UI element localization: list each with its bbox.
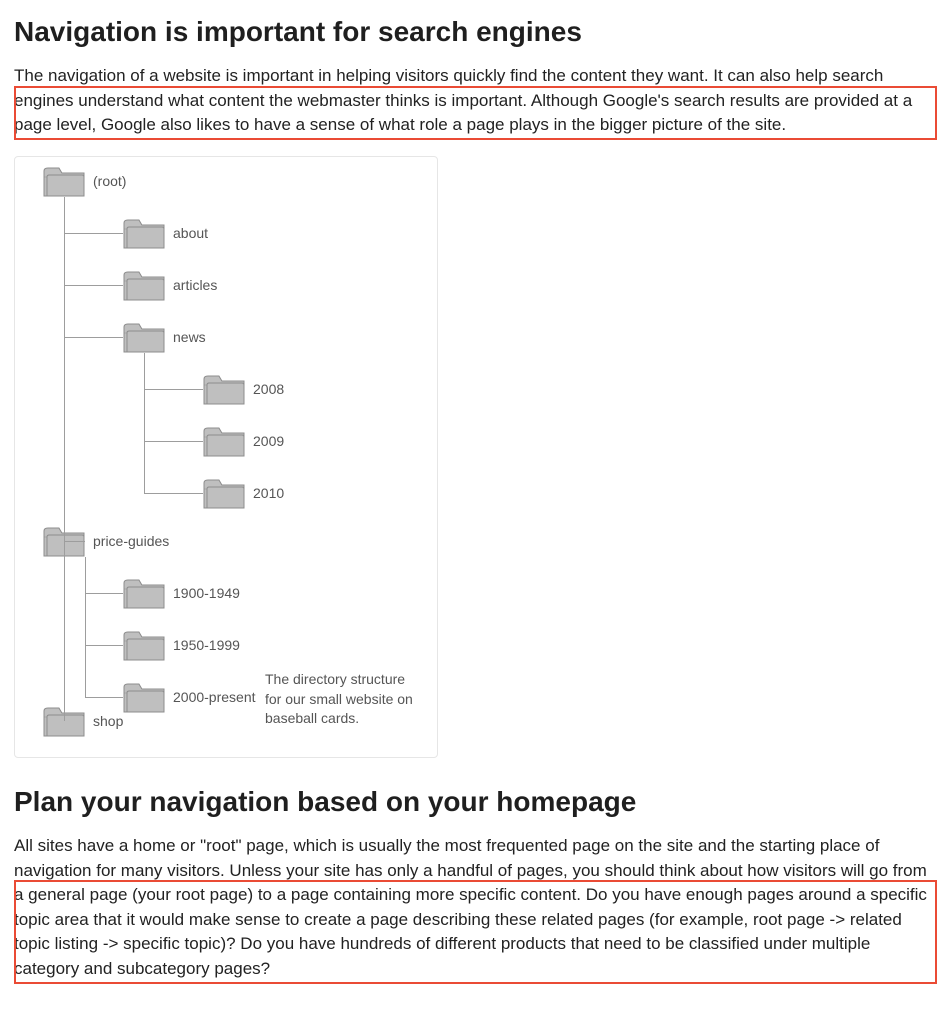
section2-highlight-box: All sites have a home or "root" page, wh… (14, 834, 937, 982)
tree-connector (85, 593, 123, 594)
tree-connector (64, 285, 123, 286)
tree-node-y2009: 2009 (203, 425, 284, 457)
section1-paragraph: The navigation of a website is important… (14, 64, 937, 138)
diagram-caption: The directory structure for our small we… (265, 670, 420, 729)
tree-node-label: 2000-present (173, 689, 256, 705)
tree-node-label: price-guides (93, 533, 169, 549)
tree-connector (144, 441, 203, 442)
tree-connector (144, 353, 145, 493)
tree-node-shop: shop (43, 705, 123, 737)
tree-node-label: shop (93, 713, 123, 729)
tree-connector (64, 541, 85, 542)
tree-node-root: (root) (43, 165, 126, 197)
tree-connector (144, 493, 203, 494)
tree-node-label: about (173, 225, 208, 241)
tree-node-label: 2010 (253, 485, 284, 501)
tree-connector (64, 233, 123, 234)
tree-connector (144, 389, 203, 390)
tree-node-label: 1950-1999 (173, 637, 240, 653)
tree-node-label: articles (173, 277, 217, 293)
tree-node-label: news (173, 329, 206, 345)
tree-node-art: articles (123, 269, 217, 301)
section2-heading: Plan your navigation based on your homep… (14, 786, 937, 818)
tree-connector (85, 645, 123, 646)
tree-node-about: about (123, 217, 208, 249)
tree-connector (85, 557, 86, 697)
tree-node-label: 2009 (253, 433, 284, 449)
tree-connector (64, 197, 65, 721)
tree-node-news: news (123, 321, 206, 353)
tree-node-y2008: 2008 (203, 373, 284, 405)
site-tree-diagram: (root) about articles news 2008 2009 201… (14, 156, 438, 758)
section1-heading: Navigation is important for search engin… (14, 16, 937, 48)
tree-node-label: 1900-1949 (173, 585, 240, 601)
tree-node-y2010: 2010 (203, 477, 284, 509)
section1-highlight-box: The navigation of a website is important… (14, 64, 937, 138)
tree-node-e3: 2000-present (123, 681, 256, 713)
tree-node-label: (root) (93, 173, 126, 189)
tree-node-e1: 1900-1949 (123, 577, 240, 609)
tree-node-pg: price-guides (43, 525, 169, 557)
tree-node-e2: 1950-1999 (123, 629, 240, 661)
tree-node-label: 2008 (253, 381, 284, 397)
tree-connector (64, 337, 123, 338)
tree-connector (85, 697, 123, 698)
section2-paragraph: All sites have a home or "root" page, wh… (14, 834, 937, 982)
